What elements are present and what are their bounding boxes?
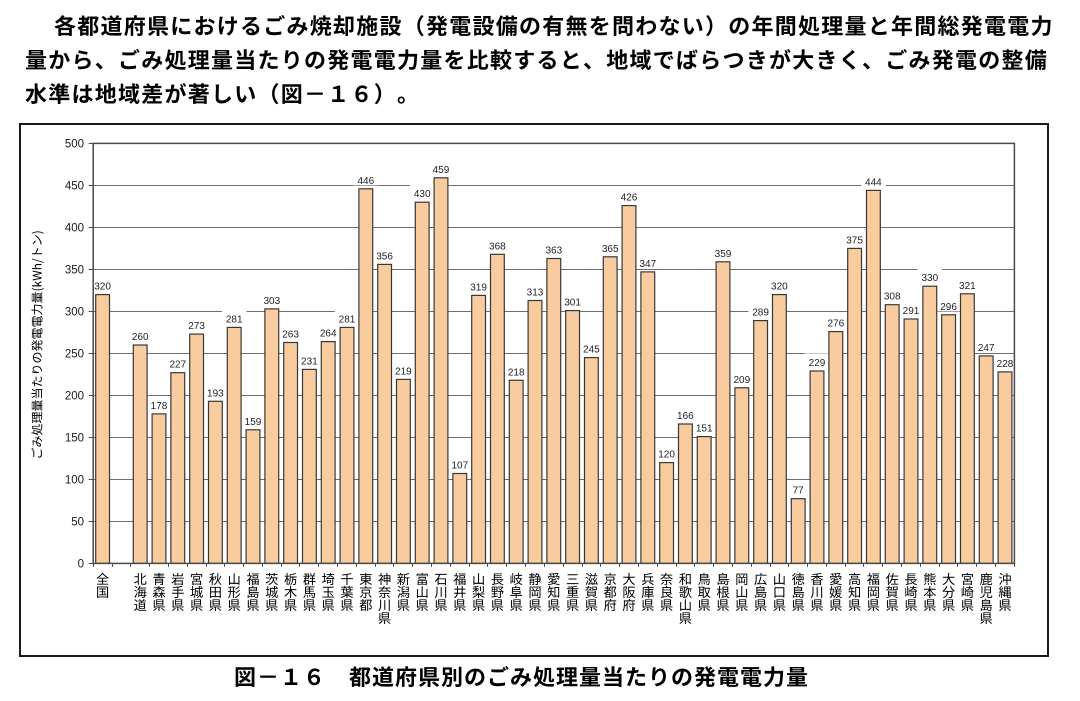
svg-text:120: 120 bbox=[658, 450, 675, 461]
svg-text:347: 347 bbox=[639, 259, 656, 270]
svg-text:228: 228 bbox=[997, 359, 1014, 370]
svg-text:231: 231 bbox=[301, 356, 318, 367]
svg-text:365: 365 bbox=[602, 244, 619, 255]
svg-text:289: 289 bbox=[752, 308, 769, 319]
svg-text:313: 313 bbox=[527, 288, 544, 299]
svg-text:446: 446 bbox=[357, 176, 374, 187]
svg-text:193: 193 bbox=[207, 388, 224, 399]
svg-text:350: 350 bbox=[65, 265, 84, 277]
svg-text:77: 77 bbox=[793, 486, 805, 497]
svg-text:281: 281 bbox=[339, 314, 356, 325]
svg-text:450: 450 bbox=[65, 181, 84, 193]
svg-text:151: 151 bbox=[696, 424, 713, 435]
svg-text:227: 227 bbox=[169, 360, 186, 371]
svg-text:359: 359 bbox=[715, 249, 732, 260]
svg-text:430: 430 bbox=[414, 189, 431, 200]
svg-text:281: 281 bbox=[226, 314, 243, 325]
svg-text:166: 166 bbox=[677, 411, 694, 422]
svg-text:50: 50 bbox=[71, 517, 84, 529]
svg-text:263: 263 bbox=[282, 330, 299, 341]
svg-text:247: 247 bbox=[978, 343, 995, 354]
svg-text:330: 330 bbox=[921, 273, 938, 284]
svg-text:264: 264 bbox=[320, 329, 337, 340]
svg-text:100: 100 bbox=[65, 475, 84, 487]
svg-text:368: 368 bbox=[489, 241, 506, 252]
svg-text:300: 300 bbox=[65, 307, 84, 319]
svg-text:459: 459 bbox=[433, 165, 450, 176]
svg-text:150: 150 bbox=[65, 433, 84, 445]
svg-text:444: 444 bbox=[865, 177, 882, 188]
svg-text:500: 500 bbox=[65, 139, 84, 151]
svg-text:301: 301 bbox=[564, 298, 581, 309]
svg-text:291: 291 bbox=[903, 306, 920, 317]
svg-text:375: 375 bbox=[846, 235, 863, 246]
svg-text:303: 303 bbox=[263, 296, 280, 307]
svg-text:219: 219 bbox=[395, 366, 412, 377]
svg-text:308: 308 bbox=[884, 292, 901, 303]
svg-text:363: 363 bbox=[545, 246, 562, 257]
svg-text:107: 107 bbox=[451, 461, 468, 472]
svg-text:245: 245 bbox=[583, 345, 600, 356]
svg-text:320: 320 bbox=[94, 282, 111, 293]
svg-text:260: 260 bbox=[132, 332, 149, 343]
svg-text:229: 229 bbox=[809, 358, 826, 369]
svg-text:319: 319 bbox=[470, 282, 487, 293]
svg-text:159: 159 bbox=[245, 417, 262, 428]
svg-text:273: 273 bbox=[188, 321, 205, 332]
svg-text:356: 356 bbox=[376, 251, 393, 262]
svg-text:320: 320 bbox=[771, 282, 788, 293]
svg-text:200: 200 bbox=[65, 391, 84, 403]
svg-text:0: 0 bbox=[78, 559, 84, 571]
svg-text:178: 178 bbox=[151, 401, 168, 412]
svg-text:296: 296 bbox=[940, 302, 957, 313]
svg-text:400: 400 bbox=[65, 223, 84, 235]
svg-text:209: 209 bbox=[733, 375, 750, 386]
svg-text:250: 250 bbox=[65, 349, 84, 361]
svg-text:218: 218 bbox=[508, 367, 525, 378]
svg-text:276: 276 bbox=[827, 319, 844, 330]
svg-text:426: 426 bbox=[621, 193, 638, 204]
svg-text:321: 321 bbox=[959, 281, 976, 292]
